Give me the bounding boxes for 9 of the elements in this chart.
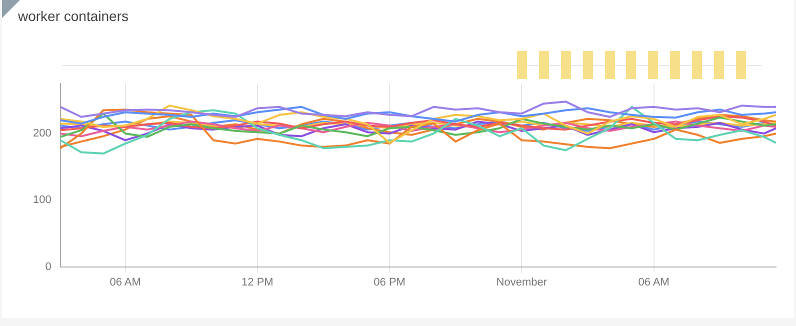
y-tick-label: 100 <box>32 194 52 206</box>
y-tick-label: 200 <box>32 128 52 140</box>
x-tick-label: 12 PM <box>242 276 274 288</box>
x-tick-label: 06 AM <box>110 276 141 288</box>
chart-title: worker containers <box>18 8 128 24</box>
x-tick-label: 06 AM <box>638 276 670 288</box>
y-tick-label: 0 <box>45 260 52 273</box>
x-tick-label: 06 PM <box>374 276 406 288</box>
x-tick-label: November <box>496 276 548 288</box>
